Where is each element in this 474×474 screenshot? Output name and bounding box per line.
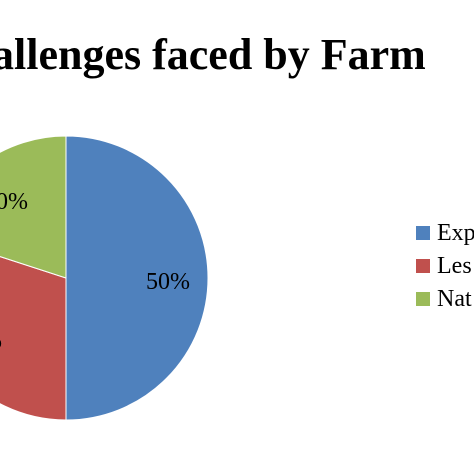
pie-data-labels: 50% 0% 0% [0,189,190,354]
data-label-les: 0% [0,328,2,354]
pie-slice-les [0,256,67,421]
chart-title: allenges faced by Farm [0,30,426,79]
legend-label-exp: Exp [437,220,474,246]
legend-swatch-les [416,259,430,273]
legend-swatch-exp [416,226,430,240]
pie-slice-nat [0,135,67,279]
pie-slice-exp [65,135,209,421]
pie-slices [0,135,209,421]
data-label-exp: 50% [146,269,190,295]
legend-label-nat: Nat [437,286,472,312]
legend-swatch-nat [416,292,430,306]
chart-legend: Exp Les Nat [416,220,474,312]
legend-label-les: Les [437,253,472,279]
data-label-nat: 0% [0,189,28,215]
